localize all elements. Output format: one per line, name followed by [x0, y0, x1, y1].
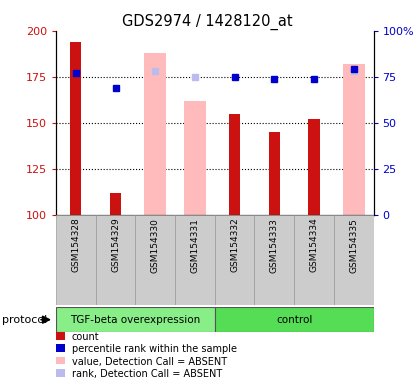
Text: count: count — [72, 332, 100, 342]
Text: GDS2974 / 1428120_at: GDS2974 / 1428120_at — [122, 13, 293, 30]
Bar — [343, 64, 364, 215]
Bar — [144, 53, 166, 215]
Text: value, Detection Call = ABSENT: value, Detection Call = ABSENT — [72, 357, 227, 367]
Text: GSM154334: GSM154334 — [310, 218, 318, 273]
Bar — [135, 215, 175, 305]
Text: TGF-beta overexpression: TGF-beta overexpression — [70, 314, 200, 325]
Text: GSM154332: GSM154332 — [230, 218, 239, 273]
Bar — [175, 215, 215, 305]
Bar — [215, 215, 254, 305]
Text: GSM154335: GSM154335 — [349, 218, 358, 273]
Bar — [56, 307, 215, 332]
Bar — [334, 215, 374, 305]
Text: percentile rank within the sample: percentile rank within the sample — [72, 344, 237, 354]
Bar — [96, 215, 135, 305]
Bar — [308, 119, 320, 215]
Bar — [269, 132, 280, 215]
Text: GSM154329: GSM154329 — [111, 218, 120, 273]
Text: control: control — [276, 314, 312, 325]
Text: GSM154328: GSM154328 — [71, 218, 81, 273]
Bar — [110, 193, 121, 215]
Bar — [70, 42, 81, 215]
Bar — [184, 101, 206, 215]
Bar — [215, 307, 374, 332]
Bar — [56, 215, 96, 305]
Text: GSM154330: GSM154330 — [151, 218, 160, 273]
Bar — [229, 114, 240, 215]
Text: GSM154333: GSM154333 — [270, 218, 279, 273]
Text: GSM154331: GSM154331 — [190, 218, 200, 273]
Bar — [294, 215, 334, 305]
Text: rank, Detection Call = ABSENT: rank, Detection Call = ABSENT — [72, 369, 222, 379]
Bar — [254, 215, 294, 305]
Text: protocol: protocol — [2, 314, 47, 325]
